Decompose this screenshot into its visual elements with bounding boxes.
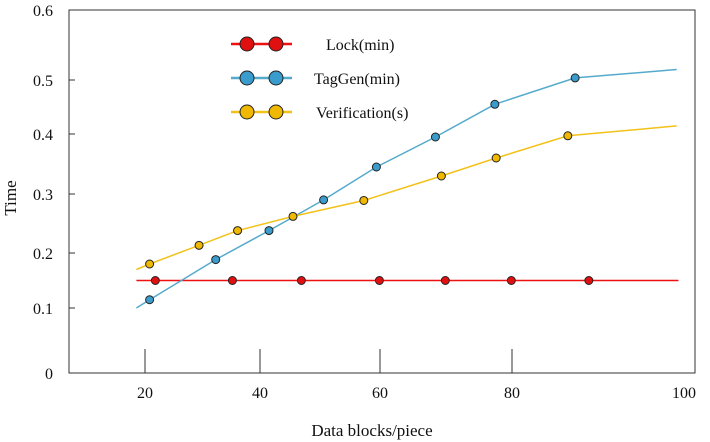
y-tick-label: 0.4 (33, 127, 53, 144)
data-point (490, 99, 500, 109)
data-point (371, 162, 381, 172)
legend-label: Lock(min) (326, 37, 394, 54)
data-point (145, 295, 155, 305)
data-point (436, 171, 446, 181)
x-tick-label: 60 (372, 385, 388, 402)
data-point (296, 276, 306, 285)
data-point (430, 132, 440, 142)
y-tick-label: 0 (45, 366, 53, 383)
x-tick-label: 80 (504, 385, 520, 402)
data-point (319, 195, 329, 205)
data-point (145, 259, 155, 269)
series-line-2 (136, 68, 677, 309)
x-tick-label: 20 (137, 385, 153, 402)
data-point (227, 276, 237, 285)
legend-marker (268, 70, 284, 86)
series-line-3 (136, 125, 677, 271)
legend-marker (239, 104, 255, 120)
data-point (506, 276, 516, 285)
plot-frame (68, 9, 696, 374)
data-point (359, 195, 369, 205)
y-tick-label: 0.6 (33, 3, 53, 20)
legend-marker (268, 36, 284, 52)
data-point (194, 240, 204, 250)
y-axis-title: Time (1, 180, 20, 215)
data-point (233, 226, 243, 236)
data-point (211, 255, 221, 265)
legend-marker (268, 104, 284, 120)
legend-label: Verification(s) (316, 105, 408, 122)
data-point (288, 211, 298, 221)
y-tick-label: 0.1 (33, 301, 53, 318)
data-point (570, 73, 580, 83)
x-tick-label: 40 (252, 385, 268, 402)
y-tick-label: 0.5 (33, 73, 53, 90)
legend-marker (239, 70, 255, 86)
data-point (264, 226, 274, 236)
y-tick-label: 0.3 (33, 187, 53, 204)
data-point (491, 153, 501, 163)
data-point (440, 276, 450, 285)
y-tick-label: 0.2 (33, 246, 53, 263)
data-point (584, 276, 594, 285)
x-axis-title: Data blocks/piece (311, 421, 432, 440)
data-point (563, 131, 573, 141)
x-tick-label: 100 (672, 385, 696, 402)
data-point (374, 276, 384, 285)
legend-label: TagGen(min) (314, 71, 400, 88)
data-point (150, 276, 160, 285)
legend-marker (239, 36, 255, 52)
